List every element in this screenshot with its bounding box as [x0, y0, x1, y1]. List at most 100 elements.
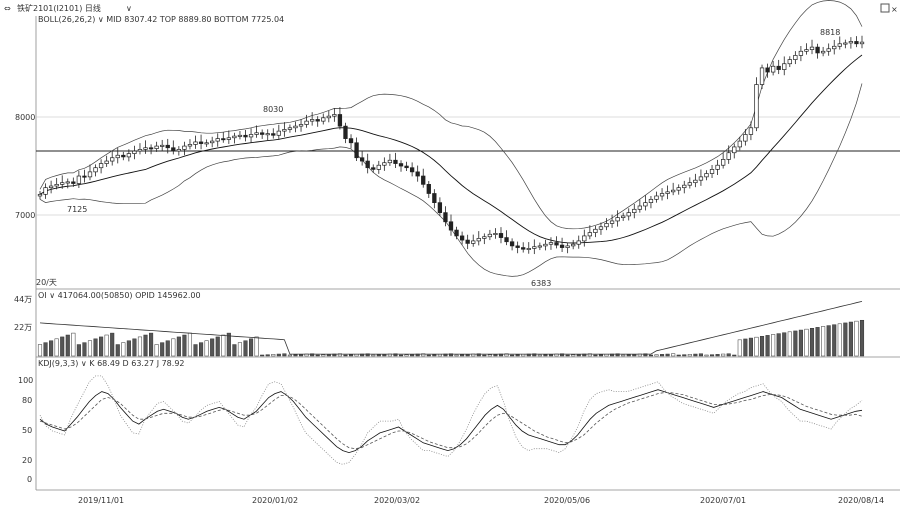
oi-bar [132, 338, 137, 357]
candle [232, 135, 237, 139]
candle [809, 46, 815, 50]
candle [715, 164, 720, 170]
candle [365, 160, 370, 169]
candle [698, 176, 704, 181]
x-date-4: 2020/07/01 [700, 496, 746, 505]
oi-bar [99, 336, 104, 357]
candle [509, 241, 515, 247]
annotation-6383: 6383 [531, 279, 551, 288]
oi-bar [315, 354, 320, 357]
candle [815, 46, 820, 54]
candle [626, 212, 631, 217]
chart-marks [37, 0, 865, 465]
candle [798, 50, 804, 56]
candle [609, 220, 615, 224]
oi-bar [521, 354, 526, 357]
oi-bar [759, 336, 765, 357]
candle [132, 150, 137, 154]
candle [782, 63, 787, 70]
oi-bar [287, 354, 292, 357]
candle [820, 50, 826, 54]
candle [848, 41, 854, 44]
oi-bar [576, 354, 581, 357]
candle [676, 187, 681, 191]
oi-bar [398, 354, 404, 357]
candle [304, 120, 309, 125]
oi-bar [793, 330, 798, 357]
candle [526, 248, 531, 250]
candle [260, 132, 265, 135]
candle [382, 162, 387, 166]
x-date-1: 2020/01/02 [252, 496, 298, 505]
candle [98, 163, 104, 169]
candle [487, 233, 493, 238]
oi-bar [182, 334, 187, 357]
oi-bar [843, 322, 848, 357]
candle [337, 114, 343, 127]
candle [326, 115, 331, 119]
candle [171, 147, 176, 152]
candle [282, 129, 287, 132]
candle [215, 138, 220, 142]
x-date-2: 2020/03/02 [374, 496, 420, 505]
candle [770, 65, 776, 73]
annotation-8818: 8818 [820, 28, 840, 37]
oi-bar [598, 354, 604, 357]
candle [598, 226, 604, 230]
candle [482, 236, 487, 239]
oi-bar [348, 354, 354, 357]
oi-bar [804, 328, 809, 357]
candle [376, 164, 381, 170]
oi-bar [798, 329, 803, 357]
arrow-left-right-icon[interactable]: ⇔ [4, 4, 11, 13]
candle [348, 138, 354, 144]
close-icon[interactable]: × [891, 5, 898, 14]
oi-bar [54, 338, 59, 357]
oi-bar [460, 354, 465, 357]
y-tick-7000: 7000 [15, 211, 35, 220]
y-tick-80: 80 [22, 396, 32, 405]
candle [465, 239, 470, 244]
candle [287, 127, 293, 130]
candle [843, 42, 848, 45]
candle [148, 147, 154, 150]
oi-line [39, 301, 863, 355]
candle [671, 189, 676, 193]
oi-bar [249, 338, 254, 357]
candle [593, 228, 598, 233]
oi-bar [87, 340, 93, 357]
candle [359, 157, 365, 162]
oi-bar [510, 354, 515, 357]
oi-bar [226, 332, 231, 357]
oi-bar [321, 354, 326, 357]
oi-bar [215, 336, 220, 357]
candle [204, 142, 209, 145]
candle [759, 67, 765, 85]
oi-bar [160, 342, 165, 357]
square-icon[interactable] [880, 3, 890, 13]
candle [437, 202, 443, 213]
candle [271, 133, 276, 136]
oi-bar [243, 340, 248, 357]
candle [221, 138, 226, 141]
y-tick-44w: 44万 [14, 295, 32, 304]
candle [493, 233, 498, 235]
kdj-k-line [39, 389, 863, 454]
candle [104, 160, 109, 164]
candle [371, 167, 376, 170]
candle [532, 246, 537, 249]
y-tick-50: 50 [22, 426, 32, 435]
candle [459, 235, 465, 241]
candle [393, 159, 398, 164]
y-tick-0: 0 [27, 475, 32, 484]
candle [71, 181, 76, 184]
chevron-down-icon[interactable]: ∨ [126, 4, 132, 13]
candle [43, 187, 48, 195]
candle [859, 41, 865, 45]
oi-bar [848, 321, 853, 357]
candle [87, 171, 93, 178]
candle [643, 202, 648, 207]
candle [76, 175, 82, 184]
candle [554, 242, 559, 246]
